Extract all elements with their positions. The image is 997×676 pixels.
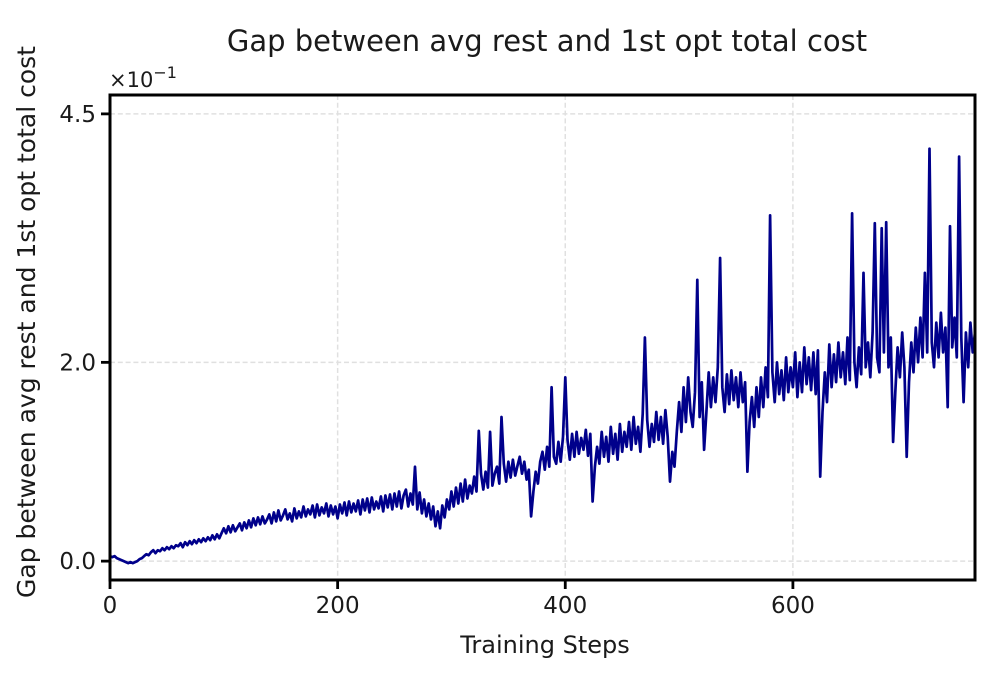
y-tick-label: 2.0 [59, 350, 96, 376]
x-tick-label: 200 [316, 593, 360, 619]
offset-exponent: −1 [153, 63, 177, 82]
y-tick-label: 0.0 [59, 549, 96, 575]
y-axis-offset-text: ×10−1 [109, 63, 177, 92]
tick-labels: 0.0 2.0 4.5 0 200 400 600 [59, 102, 814, 619]
x-tick-label: 0 [103, 593, 118, 619]
gridlines [109, 95, 975, 580]
x-tick-label: 400 [543, 593, 587, 619]
series-line [109, 147, 977, 565]
offset-base: ×10 [109, 68, 153, 92]
y-axis-label: Gap between avg rest and 1st opt total c… [12, 46, 41, 598]
chart-title: Gap between avg rest and 1st opt total c… [227, 24, 867, 58]
y-tick-label: 4.5 [59, 102, 96, 128]
plot-border [108, 93, 977, 582]
x-axis-label: Training Steps [459, 631, 629, 659]
series-layer [109, 147, 977, 565]
tick-marks [101, 112, 795, 589]
x-tick-label: 600 [771, 593, 815, 619]
